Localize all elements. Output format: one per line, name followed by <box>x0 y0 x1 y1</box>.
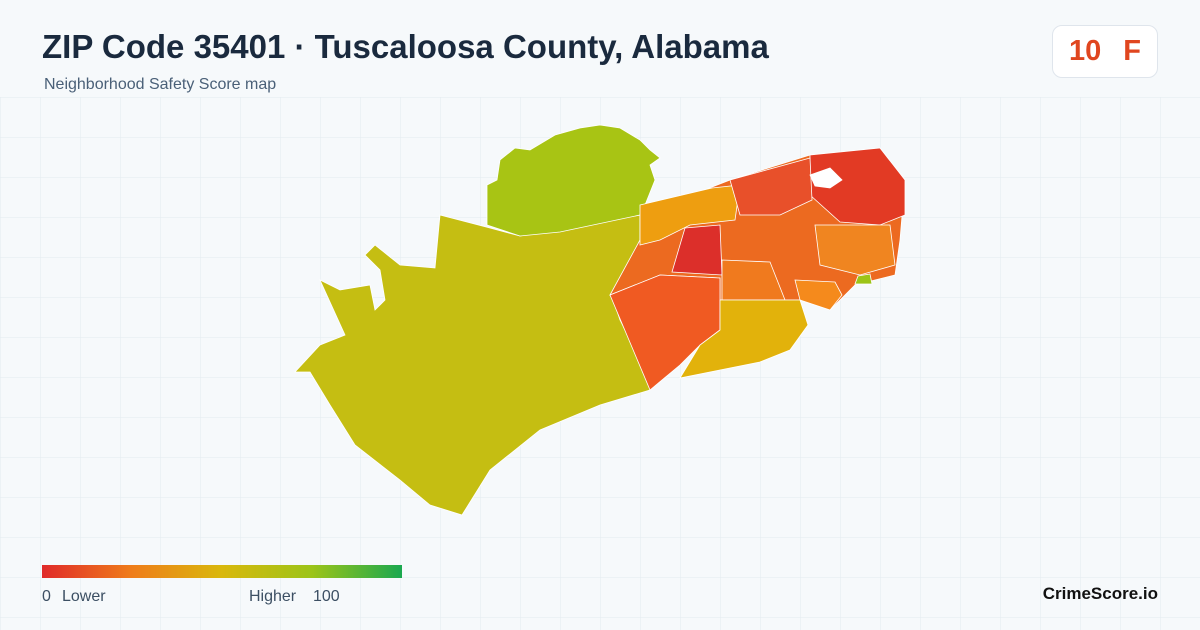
score-badge: 10 F <box>1052 25 1158 78</box>
subtitle: Neighborhood Safety Score map <box>44 76 277 93</box>
legend-bar <box>42 565 402 578</box>
legend-min-label: Lower <box>62 588 106 605</box>
title: ZIP Code 35401 · Tuscaloosa County, Alab… <box>42 28 769 65</box>
score-grade: F <box>1123 35 1141 67</box>
brand: CrimeScore.io <box>1042 584 1158 603</box>
zip-areas <box>294 124 906 516</box>
legend-min: 0 <box>42 588 51 605</box>
score-value: 10 <box>1069 35 1102 67</box>
legend-max-label: Higher <box>249 588 297 605</box>
legend-max: 100 <box>313 588 340 605</box>
